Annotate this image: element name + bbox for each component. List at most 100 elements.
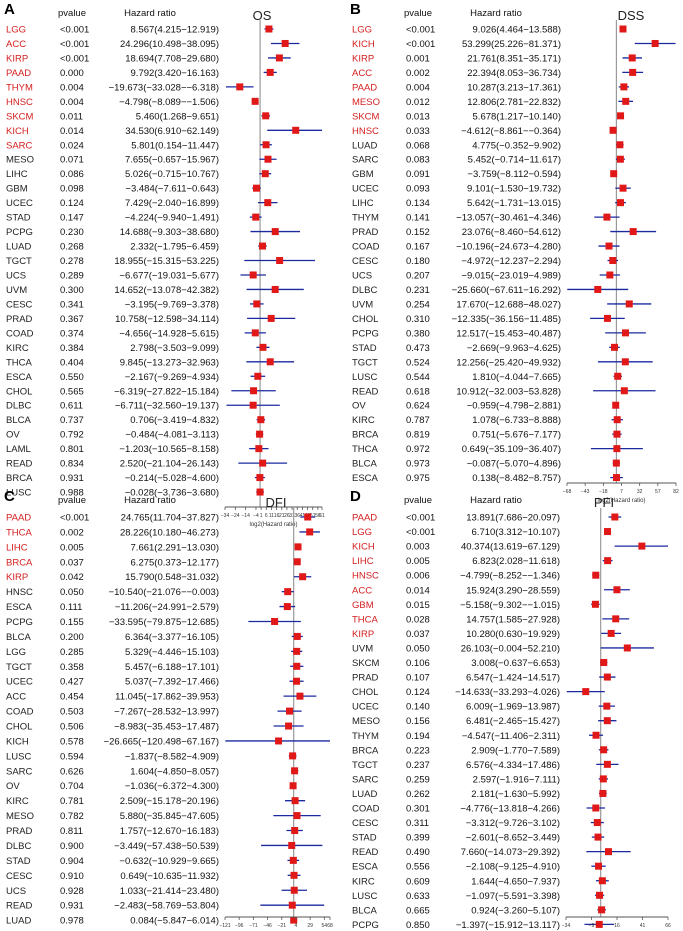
row-label: UCEC (6, 198, 33, 209)
estimate-point (281, 39, 289, 47)
row-hazard-ratio: 1.604(−4.850−8.057) (130, 766, 219, 777)
row-label: THYM (6, 82, 33, 93)
row-hazard-ratio: −0.214(−5.028−4.600) (125, 473, 219, 484)
row-label: PAAD (352, 513, 377, 524)
estimate-point (598, 877, 606, 885)
row-pvalue: 0.311 (406, 818, 429, 829)
row-label: ACC (352, 585, 372, 596)
row-hazard-ratio: 5.329(−4.446−15.103) (125, 647, 219, 658)
row-hazard-ratio: 11.045(−17.862−39.953) (115, 692, 219, 703)
row-pvalue: 0.091 (406, 169, 430, 180)
row-pvalue: 0.367 (60, 314, 84, 325)
row-label: BRCA (6, 473, 33, 484)
row-hazard-ratio: −13.057(−30.461−4.346) (456, 213, 561, 224)
row-hazard-ratio: 2.520(−21.104−26.143) (120, 459, 219, 470)
row-label: LIHC (6, 542, 28, 553)
row-pvalue: 0.042 (60, 572, 84, 583)
row-hazard-ratio: 4.775(−0.352−9.902) (472, 140, 561, 151)
estimate-point (290, 871, 298, 879)
row-hazard-ratio: −1.097(−5.591−3.398) (466, 891, 560, 902)
estimate-point (259, 459, 267, 467)
row-hazard-ratio: −6.319(−27.822−15.184) (114, 386, 219, 397)
row-label: READ (352, 847, 379, 858)
row-hazard-ratio: 2.798(−3.503−9.099) (130, 343, 219, 354)
estimate-point (266, 358, 274, 366)
row-pvalue: 0.223 (406, 745, 430, 756)
row-hazard-ratio: −0.484(−4.081−3.113) (125, 430, 219, 441)
estimate-point (622, 97, 630, 105)
row-pvalue: 0.975 (406, 473, 430, 484)
row-hazard-ratio: 2.597(−1.916−7.111) (473, 774, 560, 785)
row-hazard-ratio: 21.761(8.351−35.171) (467, 53, 561, 64)
row-label: READ (6, 901, 33, 912)
row-pvalue: 0.028 (406, 614, 430, 625)
row-label: CHOL (6, 386, 32, 397)
row-pvalue: 0.262 (406, 789, 430, 800)
row-pvalue: 0.004 (406, 82, 430, 93)
estimate-point (595, 920, 603, 928)
row-label: COAD (6, 707, 34, 718)
row-label: LIHC (6, 169, 28, 180)
estimate-point (264, 155, 272, 163)
row-hazard-ratio: 1.757(−12.670−16.183) (120, 826, 219, 837)
row-pvalue: 0.037 (60, 557, 84, 568)
row-pvalue: 0.594 (60, 751, 84, 762)
row-pvalue: 0.004 (60, 97, 84, 108)
row-label: COAD (352, 804, 380, 815)
row-label: STAD (352, 833, 377, 844)
row-hazard-ratio: −0.028(−3.736−3.680) (125, 488, 219, 499)
row-pvalue: <0.001 (60, 513, 89, 524)
row-label: LGG (6, 25, 26, 36)
estimate-point (616, 141, 624, 149)
row-label: STAD (6, 856, 31, 867)
row-pvalue: 0.374 (60, 328, 84, 339)
row-label: CHOL (352, 687, 378, 698)
row-pvalue: 0.565 (60, 386, 84, 397)
row-hazard-ratio: −10.540(−21.076−−0.003) (109, 587, 219, 598)
row-hazard-ratio: 7.655(−0.657−15.967) (125, 155, 219, 166)
row-pvalue: 0.811 (60, 826, 83, 837)
row-pvalue: 0.850 (406, 920, 430, 931)
row-hazard-ratio: 9.792(3.420−16.163) (131, 68, 219, 79)
row-label: PRAD (6, 826, 33, 837)
row-pvalue: 0.624 (406, 401, 430, 412)
row-hazard-ratio: −8.983(−35.453−17.487) (114, 722, 219, 733)
row-pvalue: 0.024 (60, 140, 84, 151)
estimate-point (593, 819, 601, 827)
row-pvalue: 0.978 (60, 916, 84, 927)
row-hazard-ratio: 18.955(−15.315−53.225) (114, 256, 219, 267)
row-pvalue: <0.001 (406, 39, 435, 50)
row-hazard-ratio: 24.765(11.704−37.827) (121, 513, 219, 524)
x-tick-label: 1 (260, 513, 263, 519)
row-hazard-ratio: 34.530(6.910−62.149) (125, 126, 219, 137)
estimate-point (620, 83, 628, 91)
estimate-point (256, 430, 264, 438)
estimate-point (622, 329, 630, 337)
row-label: LUAD (6, 242, 31, 253)
row-pvalue: 0.011 (60, 111, 83, 122)
row-hazard-ratio: 3.008(−0.637−6.653) (471, 658, 560, 669)
row-hazard-ratio: 13.891(7.686−20.097) (466, 513, 560, 524)
row-pvalue: 0.928 (60, 886, 84, 897)
row-label: OV (6, 430, 20, 441)
row-hazard-ratio: 6.547(−1.424−14.517) (466, 673, 560, 684)
row-hazard-ratio: 12.256(−25.420−49.932) (456, 357, 561, 368)
x-tick-label: 29 (307, 923, 313, 929)
row-label: GBM (352, 600, 374, 611)
estimate-point (592, 571, 600, 579)
row-hazard-ratio: −0.087(−5.070−4.896) (467, 459, 561, 470)
x-tick-label: 54 (322, 923, 328, 929)
row-label: BLCA (6, 632, 31, 643)
row-hazard-ratio: 6.009(−1.969−13.987) (466, 702, 560, 713)
row-hazard-ratio: 2.909(−1.770−7.589) (471, 745, 560, 756)
row-hazard-ratio: 8.567(4.215−12.919) (131, 25, 219, 36)
estimate-point (603, 702, 611, 710)
row-label: SARC (352, 155, 379, 166)
estimate-point (291, 827, 299, 835)
row-label: LIHC (352, 556, 374, 567)
x-tick-label: 41 (640, 923, 646, 929)
row-label: GBM (6, 184, 28, 195)
estimate-point (612, 401, 620, 409)
estimate-point (617, 112, 625, 120)
row-pvalue: 0.124 (60, 198, 84, 209)
